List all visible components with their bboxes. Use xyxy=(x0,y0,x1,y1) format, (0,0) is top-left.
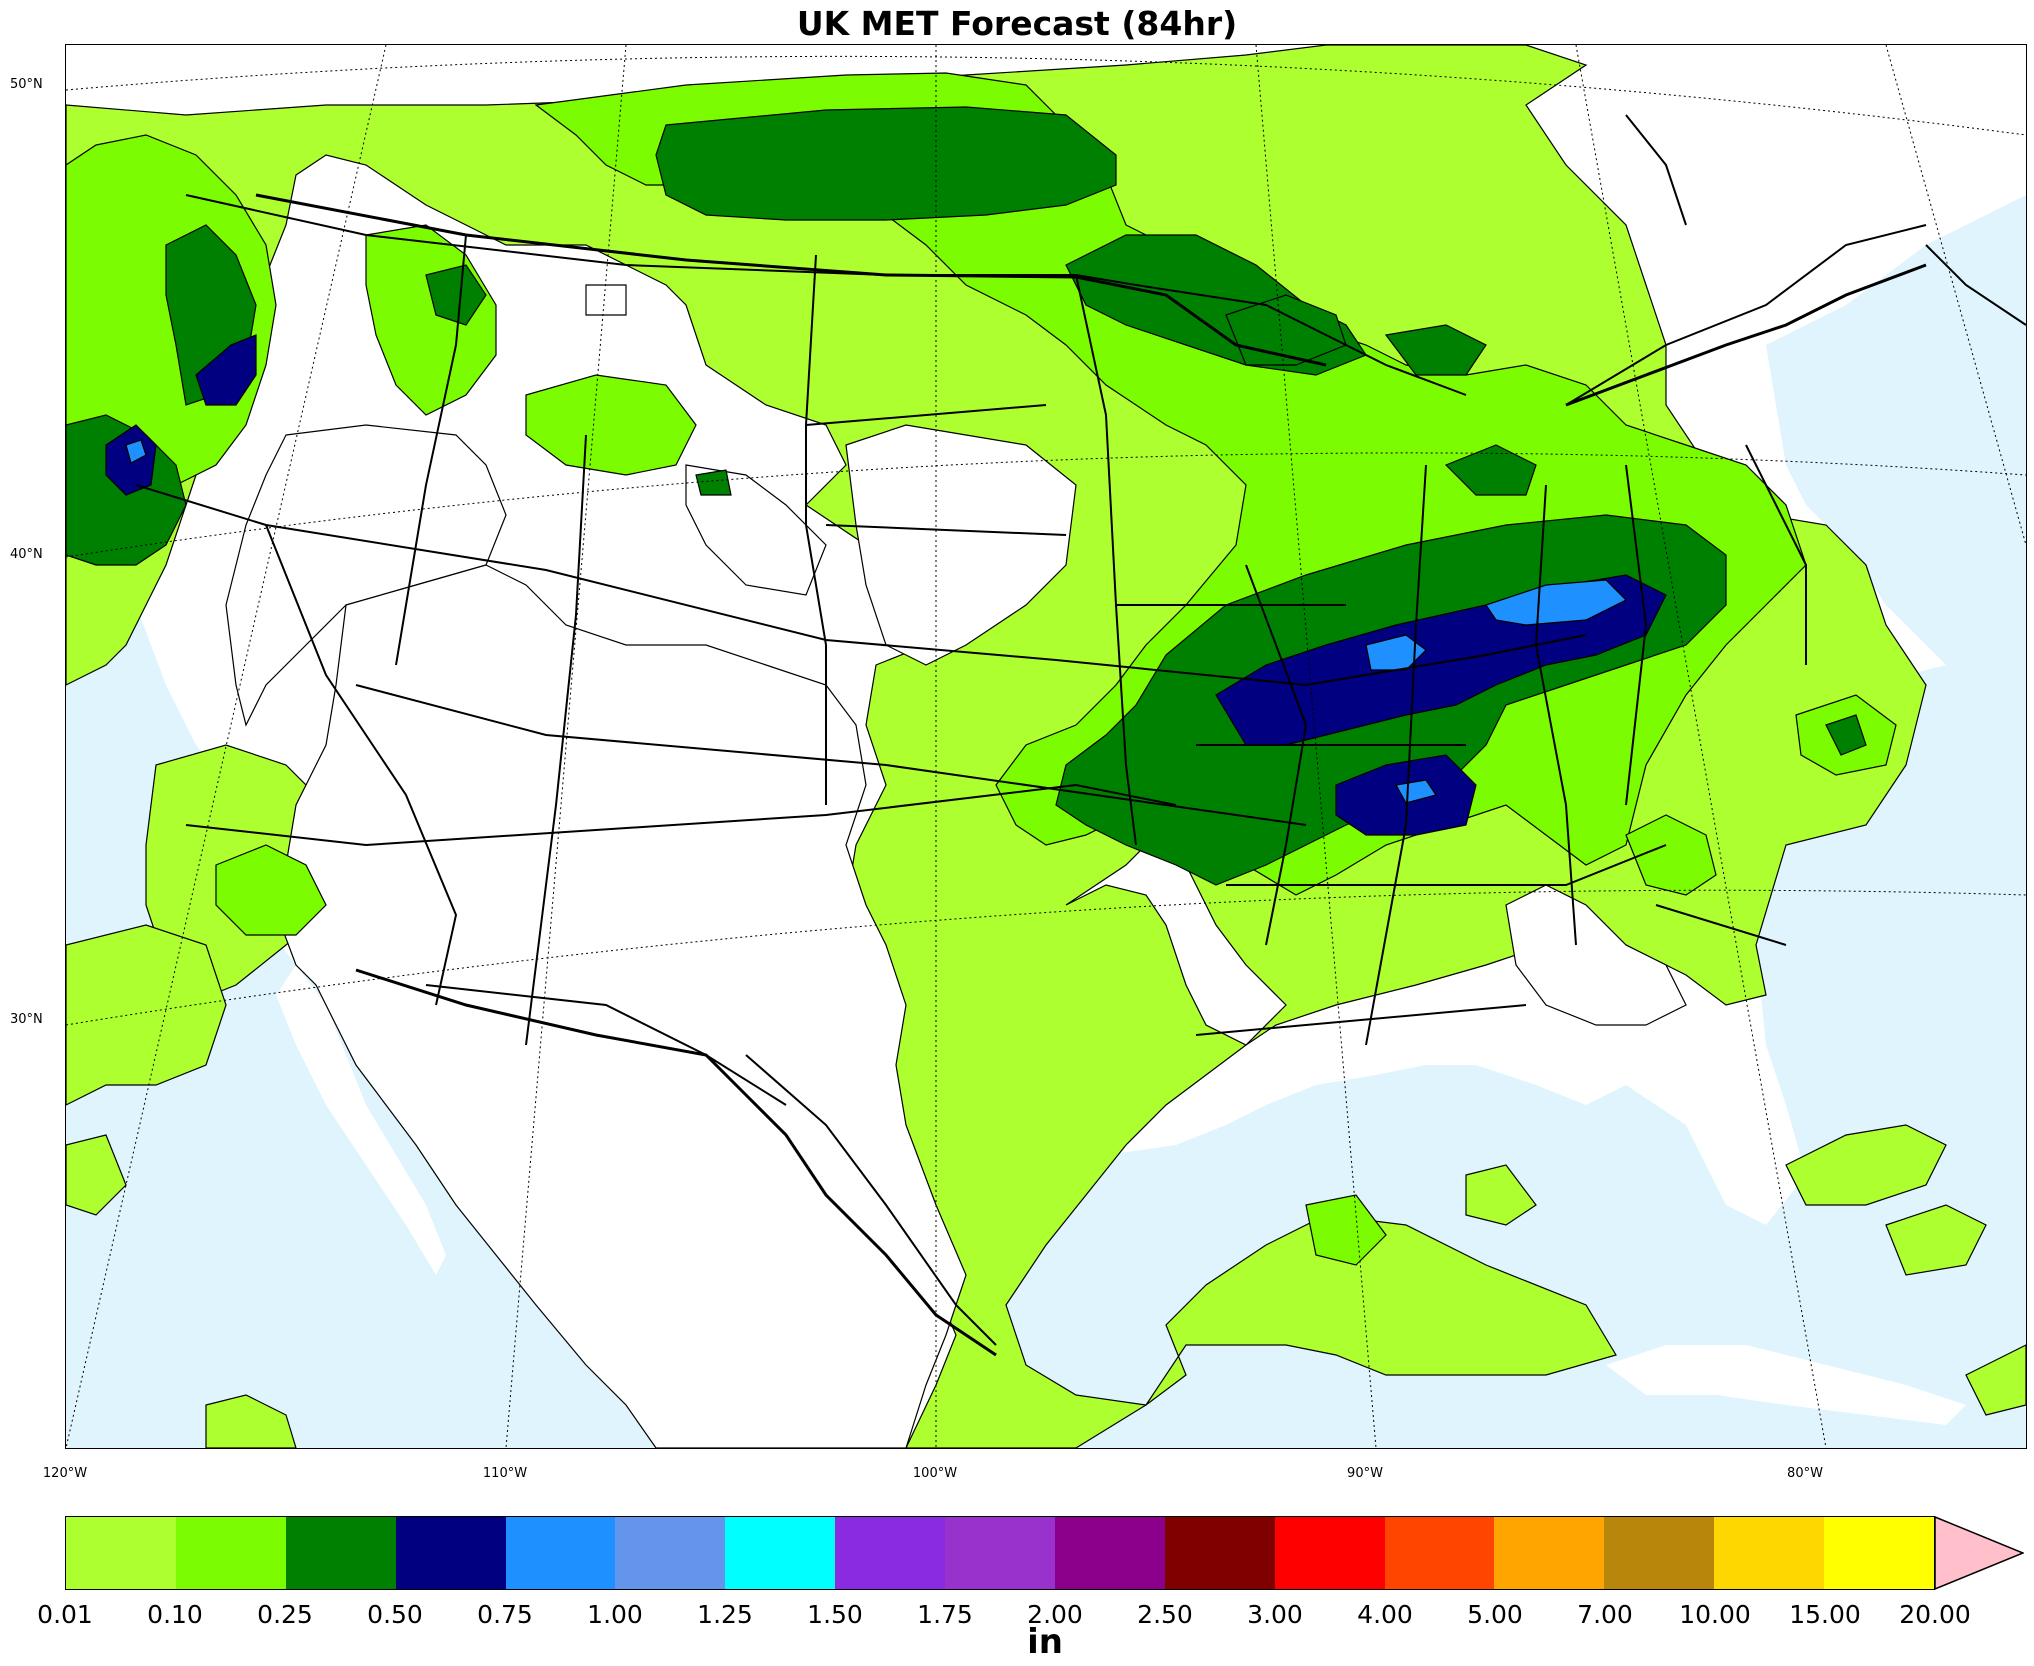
colorbar-segment xyxy=(945,1517,1055,1589)
colorbar-tick-label: 5.00 xyxy=(1467,1600,1523,1629)
lat-label-30: 30°N xyxy=(10,1012,43,1027)
colorbar-tick-label: 4.00 xyxy=(1357,1600,1413,1629)
colorbar-segment xyxy=(1494,1517,1605,1589)
lon-label-90: 90°W xyxy=(1347,1466,1383,1481)
lon-label-80: 80°W xyxy=(1787,1466,1823,1481)
colorbar-tick-label: 0.01 xyxy=(37,1600,93,1629)
colorbar-segment xyxy=(1274,1517,1385,1589)
atlantic-water-ne xyxy=(1766,195,2026,665)
colorbar-tick-label: 0.25 xyxy=(257,1600,313,1629)
map-title: UK MET Forecast (84hr) xyxy=(796,4,1238,43)
colorbar-tick-label: 0.75 xyxy=(477,1600,533,1629)
colorbar-extend-arrow xyxy=(1934,1516,2024,1590)
colorbar-segment xyxy=(1054,1517,1165,1589)
graticule xyxy=(66,45,2026,1448)
lat-label-50: 50°N xyxy=(10,77,43,92)
colorbar-tick-label: 3.00 xyxy=(1247,1600,1303,1629)
colorbar-tick-label: 2.00 xyxy=(1027,1600,1083,1629)
colorbar-segment xyxy=(1714,1517,1824,1589)
colorbar-segment xyxy=(505,1517,616,1589)
colorbar-segment xyxy=(66,1517,176,1589)
colorbar-tick-label: 1.75 xyxy=(917,1600,973,1629)
state-borders xyxy=(135,114,2026,1346)
colorbar-units-label: in xyxy=(1027,1622,1063,1662)
colorbar-tick-label: 1.25 xyxy=(697,1600,753,1629)
lon-label-110: 110°W xyxy=(482,1466,528,1481)
colorbar-tick-label: 0.50 xyxy=(367,1600,423,1629)
cuba-land xyxy=(1606,1345,1966,1425)
baja-california-land xyxy=(276,965,446,1275)
lon-label-100: 100°W xyxy=(912,1466,958,1481)
lon-label-120: 120°W xyxy=(42,1466,88,1481)
dry-regions xyxy=(225,284,1687,1448)
colorbar-segment xyxy=(615,1517,726,1589)
colorbar-tick-label: 1.50 xyxy=(807,1600,863,1629)
colorbar-segment xyxy=(285,1517,396,1589)
lat-label-40: 40°N xyxy=(10,547,43,562)
colorbar xyxy=(65,1516,1935,1590)
precipitation-map xyxy=(65,44,2027,1449)
international-borders xyxy=(255,193,1927,1357)
colorbar-tick-label: 20.00 xyxy=(1899,1600,1971,1629)
colorbar-tick-label: 2.50 xyxy=(1137,1600,1193,1629)
colorbar-segment xyxy=(835,1517,945,1589)
colorbar-tick-label: 1.00 xyxy=(587,1600,643,1629)
precip-contour-0.75 xyxy=(125,439,1628,804)
colorbar-segment xyxy=(1824,1517,1934,1589)
colorbar-tick-label: 0.10 xyxy=(147,1600,203,1629)
colorbar-segment xyxy=(1384,1517,1495,1589)
colorbar-tick-label: 7.00 xyxy=(1577,1600,1633,1629)
colorbar-segment xyxy=(725,1517,836,1589)
colorbar-segment xyxy=(1164,1517,1275,1589)
colorbar-segment xyxy=(175,1517,286,1589)
colorbar-segment xyxy=(1604,1517,1715,1589)
colorbar-tick-label: 15.00 xyxy=(1789,1600,1861,1629)
colorbar-tick-label: 10.00 xyxy=(1679,1600,1751,1629)
colorbar-segment xyxy=(395,1517,506,1589)
